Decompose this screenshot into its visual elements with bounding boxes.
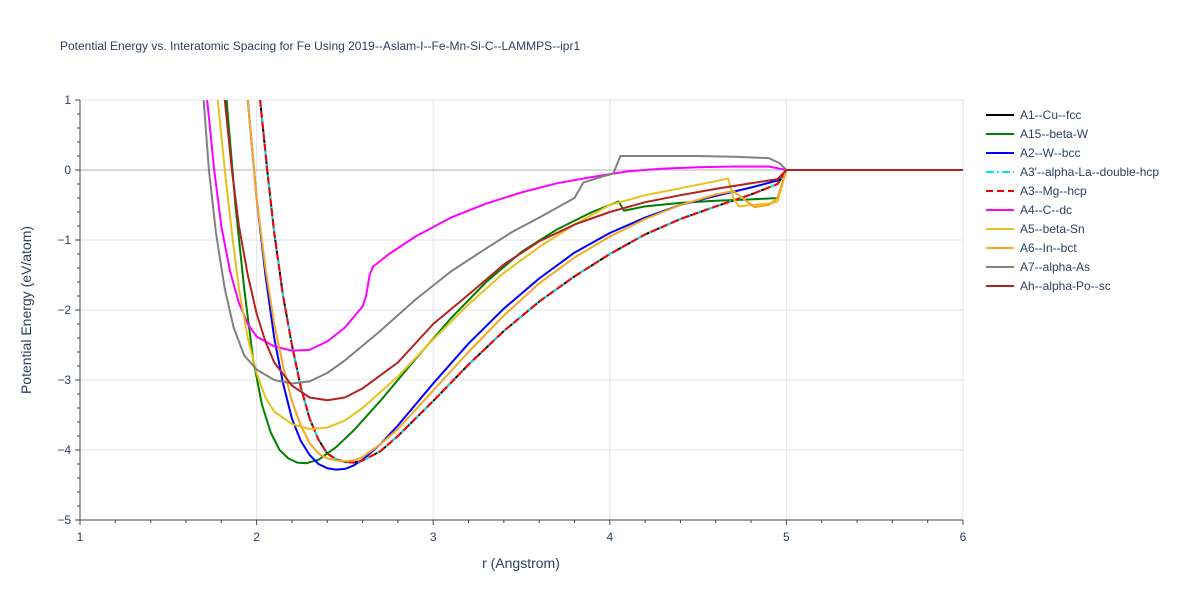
legend-item[interactable]: A7--alpha-As <box>986 260 1090 274</box>
series-line-9 <box>223 100 963 402</box>
x-tick-label: 4 <box>606 530 613 544</box>
legend-label: A2--W--bcc <box>1020 146 1080 160</box>
y-tick-label: −4 <box>57 443 71 457</box>
tick-labels: 1 2 3 4 5 6 −5 −4 −3 −2 −1 0 1 <box>57 93 966 544</box>
series-line-8 <box>202 100 963 385</box>
series-line-7 <box>246 100 963 463</box>
legend-item[interactable]: Ah--alpha-Po--sc <box>986 279 1111 293</box>
x-axis-label: r (Angstrom) <box>482 555 560 571</box>
y-axis-label: Potential Energy (eV/atom) <box>18 226 34 394</box>
legend[interactable]: A1--Cu--fcc A15--beta-W A2--W--bcc A3'--alp… <box>986 108 1159 293</box>
legend-label: A4--C--dc <box>1020 203 1072 217</box>
y-tick-label: −2 <box>57 303 71 317</box>
legend-label: A6--In--bct <box>1020 241 1077 255</box>
x-tick-label: 2 <box>253 530 260 544</box>
x-tick-label: 1 <box>77 530 84 544</box>
x-tick-label: 6 <box>960 530 967 544</box>
legend-item[interactable]: A2--W--bcc <box>986 146 1080 160</box>
y-tick-label: −1 <box>57 233 71 247</box>
legend-item[interactable]: A5--beta-Sn <box>986 222 1085 236</box>
axes <box>75 99 964 525</box>
legend-label: Ah--alpha-Po--sc <box>1020 279 1111 293</box>
series-lines <box>202 100 963 471</box>
y-tick-label: −5 <box>57 513 71 527</box>
legend-label: A5--beta-Sn <box>1020 222 1085 236</box>
chart-title: Potential Energy vs. Interatomic Spacing… <box>60 39 580 53</box>
y-tick-label: 1 <box>64 93 71 107</box>
y-tick-label: −3 <box>57 373 71 387</box>
legend-item[interactable]: A3--Mg--hcp <box>986 184 1087 198</box>
x-tick-label: 3 <box>430 530 437 544</box>
legend-label: A3'--alpha-La--double-hcp <box>1020 165 1159 179</box>
legend-item[interactable]: A6--In--bct <box>986 241 1077 255</box>
legend-item[interactable]: A15--beta-W <box>986 127 1089 141</box>
legend-label: A3--Mg--hcp <box>1020 184 1087 198</box>
legend-item[interactable]: A3'--alpha-La--double-hcp <box>986 165 1159 179</box>
legend-label: A7--alpha-As <box>1020 260 1090 274</box>
series-line-5 <box>206 100 963 352</box>
legend-item[interactable]: A1--Cu--fcc <box>986 108 1081 122</box>
x-tick-label: 5 <box>783 530 790 544</box>
legend-label: A15--beta-W <box>1020 127 1089 141</box>
series-line-4 <box>259 100 963 464</box>
legend-label: A1--Cu--fcc <box>1020 108 1081 122</box>
y-tick-label: 0 <box>64 163 71 177</box>
legend-item[interactable]: A4--C--dc <box>986 203 1072 217</box>
series-line-6 <box>216 100 963 430</box>
